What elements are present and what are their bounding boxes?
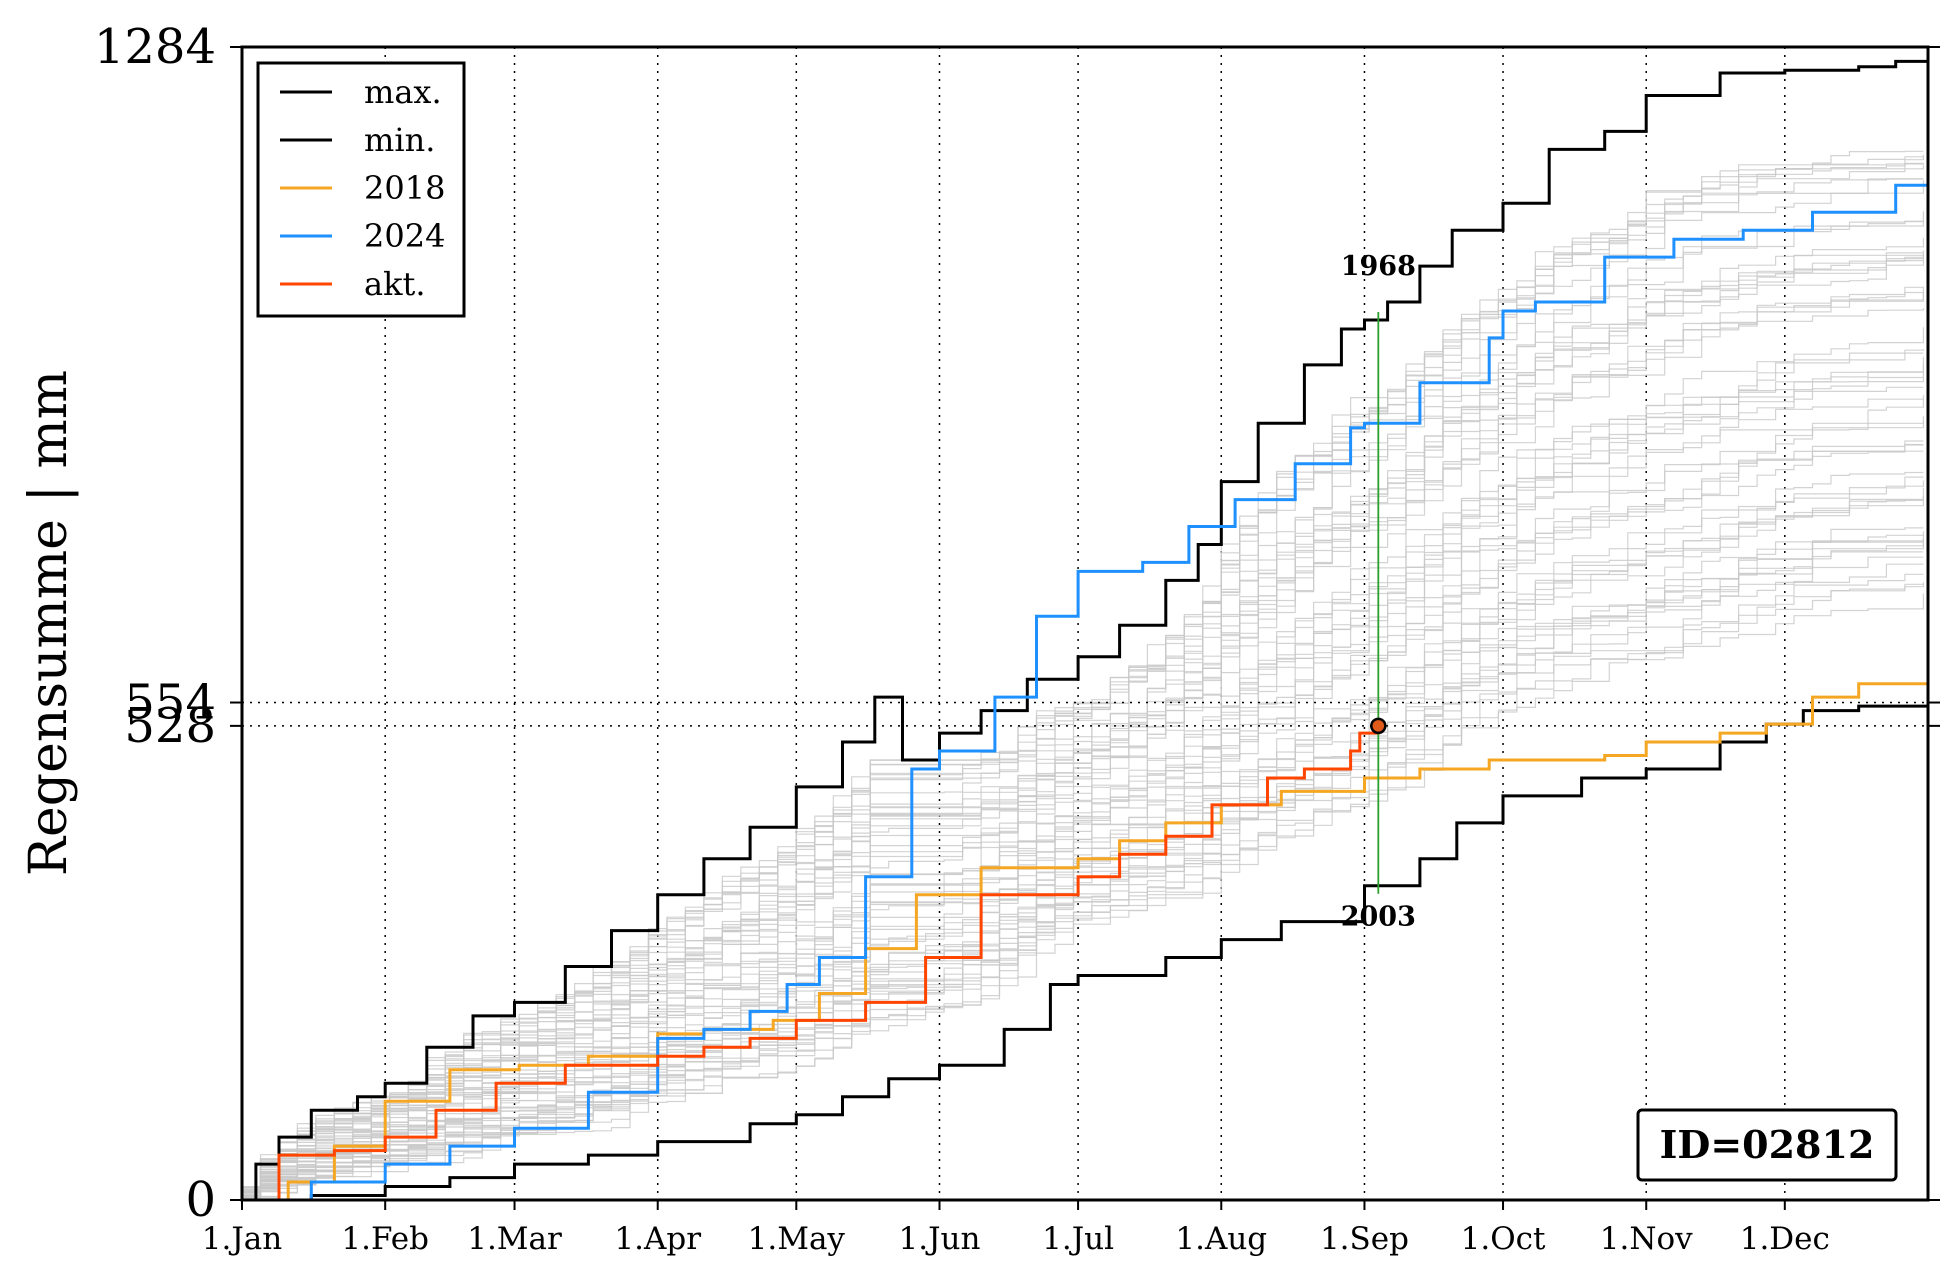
current-day-marker <box>1370 312 1387 894</box>
background-trace <box>242 220 1924 1200</box>
background-trace <box>242 237 1924 1192</box>
grid-lines <box>384 47 1786 1200</box>
background-trace <box>242 349 1924 1197</box>
background-trace <box>242 582 1924 1200</box>
x-tick-label: 1.Oct <box>1461 1221 1546 1257</box>
series-line-2018 <box>242 652 1928 1200</box>
legend-label: max. <box>364 73 442 111</box>
background-trace <box>242 386 1924 1195</box>
x-axis-ticks: 1.Jan 1.Feb 1.Mar 1.Apr 1.May 1.Jun 1.Jul 1.Aug… <box>202 1200 1830 1257</box>
background-trace <box>242 538 1924 1200</box>
background-trace <box>242 327 1924 1188</box>
background-trace <box>242 261 1924 1200</box>
background-trace <box>242 254 1924 1200</box>
legend-label: 2024 <box>364 217 445 255</box>
background-year-traces <box>242 150 1924 1200</box>
plot-frame <box>240 45 1930 1202</box>
legend: max. min. 2018 2024 akt. <box>256 61 466 318</box>
background-trace <box>242 471 1924 1200</box>
background-trace <box>242 416 1924 1191</box>
background-trace <box>242 443 1924 1194</box>
x-tick-label: 1.Mar <box>467 1221 562 1257</box>
y-tick-label: 528 <box>124 698 216 754</box>
background-trace <box>242 593 1924 1200</box>
annotations: 1968 2003 <box>1341 251 1416 933</box>
x-tick-label: 1.May <box>748 1221 846 1257</box>
legend-label: 2018 <box>364 169 445 207</box>
background-trace <box>242 450 1924 1200</box>
background-trace <box>242 220 1924 1200</box>
series-lines <box>242 47 1928 1200</box>
legend-label: min. <box>364 121 435 159</box>
legend-label: akt. <box>364 265 426 303</box>
background-trace <box>242 154 1924 1199</box>
series-line-max <box>242 47 1928 1200</box>
series-line-akt <box>242 725 1380 1200</box>
current-value-point <box>1370 717 1387 735</box>
background-trace <box>242 583 1924 1197</box>
background-trace <box>242 162 1924 1192</box>
background-trace <box>242 371 1924 1192</box>
background-trace <box>242 291 1924 1200</box>
x-tick-label: 1.Sep <box>1320 1221 1409 1257</box>
y-tick-label: 1284 <box>94 19 216 75</box>
background-trace <box>242 395 1924 1200</box>
series-line-min <box>242 702 1928 1200</box>
x-tick-label: 1.Aug <box>1175 1221 1267 1257</box>
x-tick-label: 1.Jun <box>899 1221 981 1257</box>
x-tick-label: 1.Dec <box>1740 1221 1830 1257</box>
background-trace <box>242 286 1924 1189</box>
id-box: ID=02812 <box>1636 1108 1898 1182</box>
background-trace <box>242 531 1924 1200</box>
background-trace <box>242 563 1924 1198</box>
annotation-year-2003: 2003 <box>1341 902 1416 933</box>
y-tick-label: 0 <box>185 1172 216 1228</box>
y-axis-label: Regensumme | mm <box>19 370 79 876</box>
background-trace <box>242 444 1924 1200</box>
background-trace <box>242 211 1924 1200</box>
x-tick-label: 1.Nov <box>1600 1221 1693 1257</box>
id-box-frame <box>1636 1108 1898 1182</box>
id-box-label: ID=02812 <box>1660 1122 1875 1167</box>
x-tick-label: 1.Jul <box>1042 1221 1114 1257</box>
background-trace <box>242 398 1924 1200</box>
background-trace <box>242 540 1924 1191</box>
background-trace <box>242 291 1924 1200</box>
annotation-year-1968: 1968 <box>1341 251 1416 282</box>
background-trace <box>242 178 1924 1200</box>
background-trace <box>242 420 1924 1199</box>
x-tick-label: 1.Apr <box>614 1221 701 1257</box>
series-line-2024 <box>242 167 1928 1200</box>
background-trace <box>242 162 1924 1197</box>
background-trace <box>242 180 1924 1200</box>
reference-hlines <box>242 701 1928 727</box>
x-tick-label: 1.Jan <box>202 1221 282 1257</box>
background-trace <box>242 356 1924 1188</box>
x-tick-label: 1.Feb <box>341 1221 429 1257</box>
y-tick-label: 554 <box>124 675 216 731</box>
background-trace <box>242 499 1924 1193</box>
background-trace <box>242 573 1924 1199</box>
